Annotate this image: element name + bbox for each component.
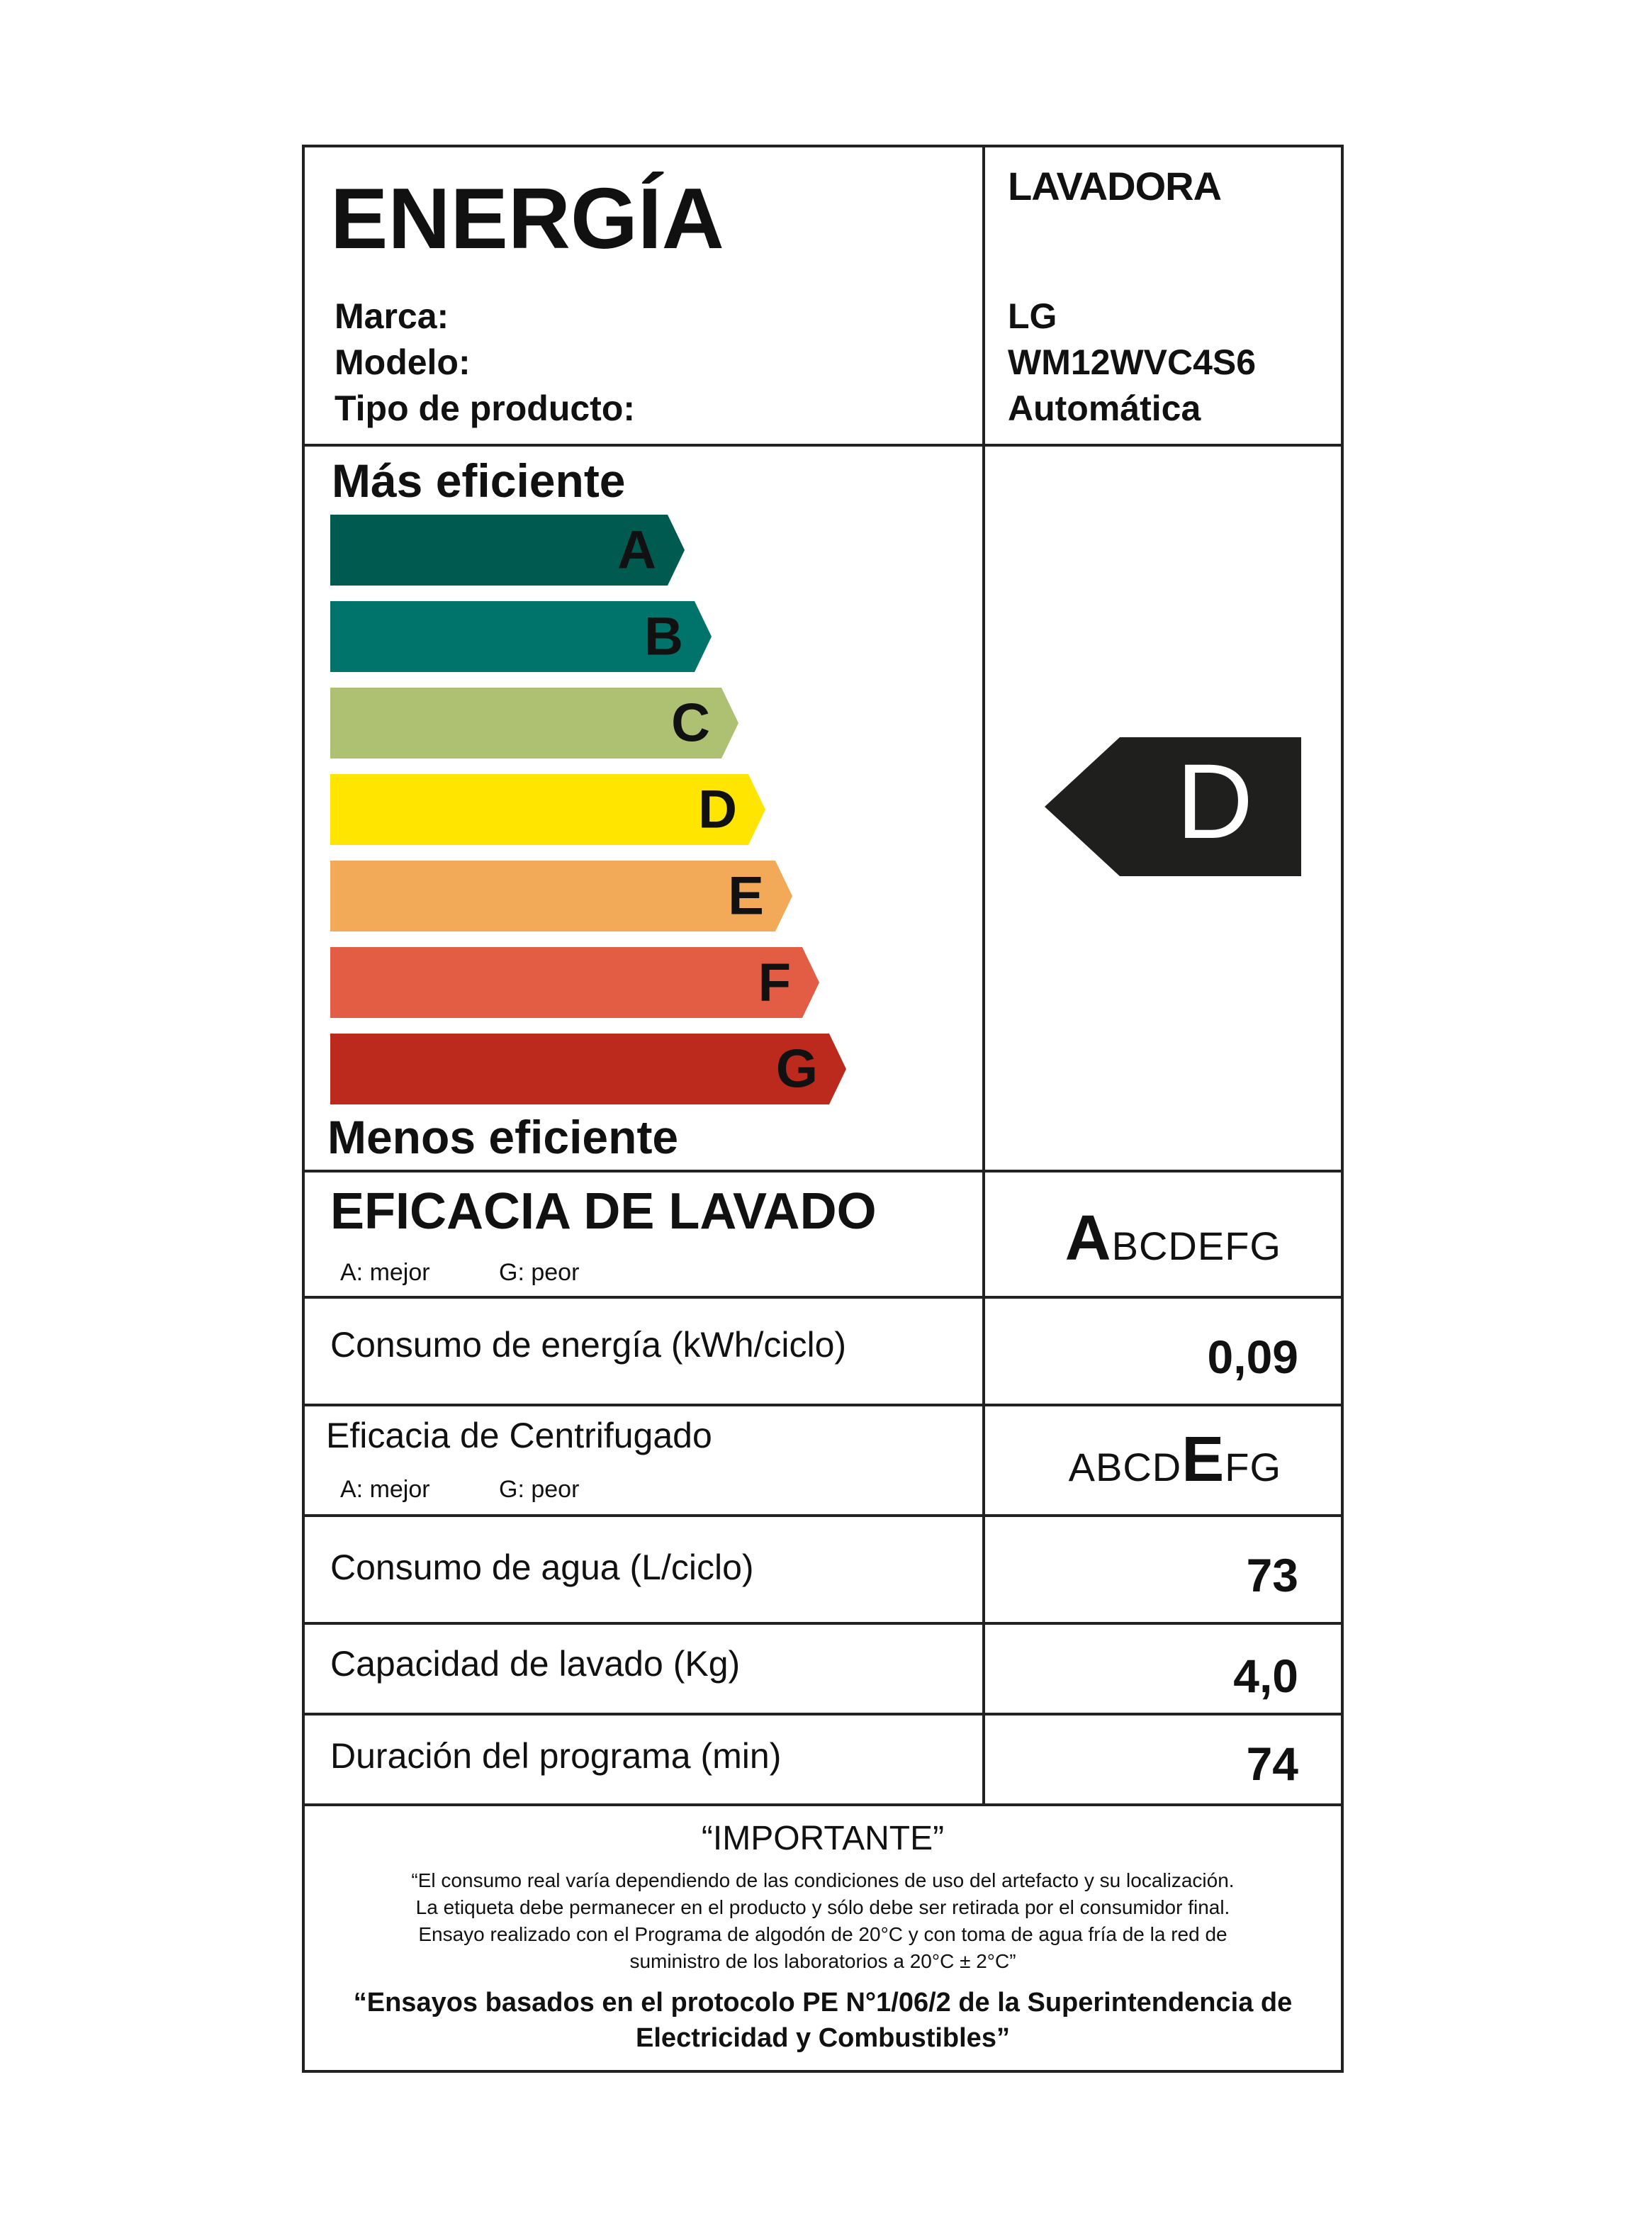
rating-arrow: D — [1045, 737, 1301, 876]
efficiency-bar-b: B — [330, 601, 712, 672]
spin-scale: ABCDEFG — [1069, 1423, 1281, 1496]
protocol-line: “Ensayos basados en el protocolo PE N°1/… — [353, 1988, 1293, 2017]
efficiency-bar-g: G — [330, 1034, 846, 1104]
washing-scale-rest: BCDEFG — [1111, 1224, 1281, 1268]
protocol-text: “Ensayos basados en el protocolo PE N°1/… — [305, 1985, 1341, 2056]
energy-value: 0,09 — [1207, 1331, 1298, 1383]
divider — [305, 1803, 1341, 1806]
spin-best: A: mejor — [340, 1476, 430, 1503]
efficiency-bar-shape — [330, 1034, 846, 1104]
efficiency-bar-letter: A — [617, 520, 656, 581]
efficiency-bar-letter: E — [728, 866, 764, 927]
washing-best: A: mejor — [340, 1259, 430, 1286]
brand-label: Marca: — [335, 296, 449, 336]
washing-scale: ABCDEFG — [1065, 1202, 1281, 1275]
capacity-label: Capacidad de lavado (Kg) — [330, 1644, 741, 1684]
efficiency-bar-shape — [330, 861, 792, 931]
efficiency-bar-letter: D — [698, 779, 737, 840]
energy-label-text: Consumo de energía (kWh/ciclo) — [330, 1325, 847, 1365]
label-title: ENERGÍA — [330, 170, 724, 267]
important-line: suministro de los laboratorios a 20°C ± … — [629, 1950, 1016, 1972]
divider — [305, 444, 1341, 447]
spin-scale-after: FG — [1225, 1445, 1281, 1489]
washing-title: EFICACIA DE LAVADO — [330, 1183, 877, 1240]
spin-worst: G: peor — [499, 1476, 580, 1503]
efficiency-bar-c: C — [330, 688, 738, 759]
rating-letter: D — [1176, 741, 1253, 861]
efficiency-bar-shape — [330, 515, 685, 586]
efficiency-bar-shape — [330, 774, 765, 845]
divider — [305, 1296, 1341, 1299]
efficiency-bar-d: D — [330, 774, 765, 845]
efficiency-bar-letter: B — [644, 606, 683, 667]
duration-label: Duración del programa (min) — [330, 1736, 782, 1776]
spin-scale-before: ABCD — [1068, 1445, 1182, 1489]
efficiency-bar-letter: G — [775, 1039, 818, 1099]
divider — [305, 1622, 1341, 1625]
efficiency-bar-e: E — [330, 861, 792, 931]
least-efficient-label: Menos eficiente — [327, 1111, 679, 1163]
type-label: Tipo de producto: — [335, 388, 636, 428]
divider — [305, 1713, 1341, 1716]
spin-rating: E — [1181, 1424, 1225, 1495]
spin-label: Eficacia de Centrifugado — [326, 1416, 712, 1455]
efficiency-bar-shape — [330, 947, 819, 1018]
efficiency-bar-letter: C — [671, 693, 710, 754]
important-line: Ensayo realizado con el Programa de algo… — [418, 1923, 1227, 1945]
efficiency-bar-a: A — [330, 515, 685, 586]
rating-arrow-shape — [1045, 737, 1301, 876]
water-value: 73 — [1246, 1549, 1298, 1601]
efficiency-bar-f: F — [330, 947, 819, 1018]
washing-rating: A — [1064, 1203, 1112, 1274]
efficiency-bar-letter: F — [758, 952, 791, 1013]
divider — [305, 1170, 1341, 1173]
info-values: LG WM12WVC4S6 Automática — [1008, 293, 1256, 432]
efficiency-bar-shape — [330, 601, 712, 672]
brand-value: LG — [1008, 296, 1057, 336]
efficiency-bar-shape — [330, 688, 738, 759]
protocol-line: Electricidad y Combustibles” — [636, 2023, 1010, 2053]
product-category: LAVADORA — [1008, 164, 1222, 208]
important-line: “El consumo real varía dependiendo de la… — [411, 1869, 1235, 1891]
important-title: “IMPORTANTE” — [701, 1820, 945, 1857]
column-divider — [982, 147, 985, 1806]
model-label: Modelo: — [335, 342, 471, 382]
info-labels: Marca: Modelo: Tipo de producto: — [335, 293, 635, 432]
water-label: Consumo de agua (L/ciclo) — [330, 1548, 754, 1587]
energy-label: ENERGÍA LAVADORA Marca: Modelo: Tipo de … — [302, 145, 1344, 2073]
divider — [305, 1514, 1341, 1517]
model-value: WM12WVC4S6 — [1008, 342, 1257, 382]
most-efficient-label: Más eficiente — [332, 454, 626, 507]
duration-value: 74 — [1246, 1737, 1298, 1790]
capacity-value: 4,0 — [1233, 1650, 1298, 1702]
type-value: Automática — [1008, 388, 1201, 428]
washing-worst: G: peor — [499, 1259, 580, 1286]
important-text: “El consumo real varía dependiendo de la… — [305, 1867, 1341, 1975]
important-line: La etiqueta debe permanecer en el produc… — [415, 1896, 1230, 1918]
divider — [305, 1404, 1341, 1406]
